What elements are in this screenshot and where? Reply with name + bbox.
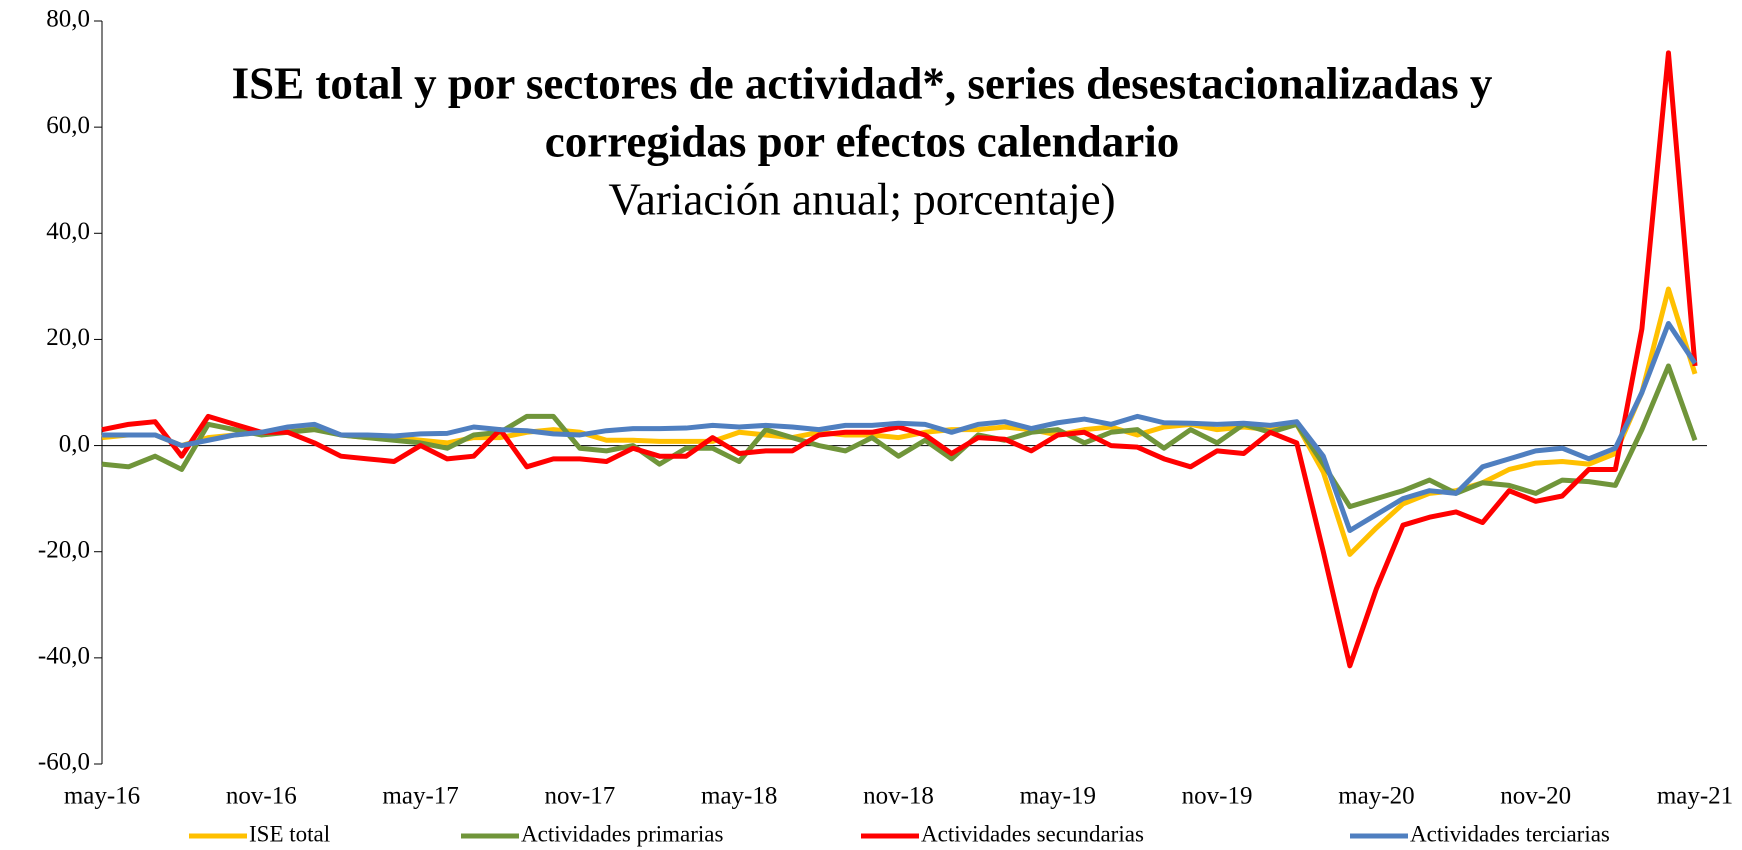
y-tick-label: 40,0: [46, 218, 90, 245]
chart-subtitle: Variación anual; porcentaje): [608, 174, 1115, 224]
x-tick-label: may-16: [64, 783, 140, 810]
legend-label: Actividades primarias: [521, 821, 724, 846]
y-tick-label: 60,0: [46, 112, 90, 139]
y-tick-label: -20,0: [38, 536, 90, 563]
x-tick-label: may-17: [382, 783, 458, 810]
x-tick-label: may-21: [1657, 783, 1733, 810]
series-line: [101, 363, 1698, 510]
y-tick-label: -60,0: [38, 749, 90, 776]
y-tick-label: 80,0: [46, 6, 90, 33]
x-tick-label: nov-18: [863, 783, 934, 810]
legend-label: ISE total: [249, 821, 330, 846]
chart-title: ISE total y por sectores de actividad*, …: [232, 58, 1493, 108]
series-line: [101, 50, 1698, 669]
legend-label: Actividades terciarias: [1410, 821, 1610, 846]
y-tick-label: 20,0: [46, 324, 90, 351]
x-tick-label: nov-20: [1500, 783, 1571, 810]
x-tick-label: may-20: [1338, 783, 1414, 810]
x-tick-label: may-18: [701, 783, 777, 810]
x-tick-label: nov-16: [226, 783, 297, 810]
y-tick-label: -40,0: [38, 643, 90, 670]
legend-label: Actividades secundarias: [921, 821, 1144, 846]
x-tick-label: nov-19: [1182, 783, 1253, 810]
chart-title: corregidas por efectos calendario: [545, 116, 1179, 166]
x-tick-label: may-19: [1020, 783, 1096, 810]
x-tick-label: nov-17: [544, 783, 615, 810]
y-tick-label: 0,0: [59, 430, 90, 457]
series-line: [102, 321, 1698, 533]
